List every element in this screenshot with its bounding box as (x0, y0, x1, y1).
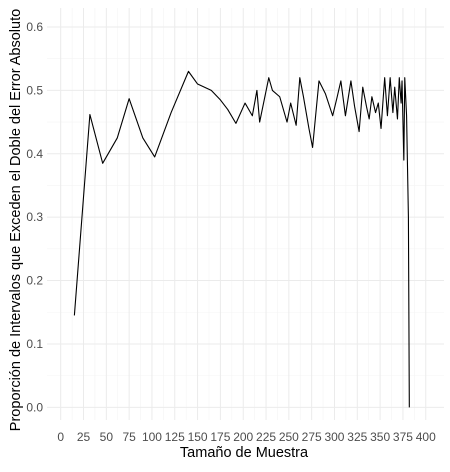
series-layer (73, 70, 410, 408)
x-tick-label: 275 (302, 430, 322, 444)
y-axis-ticks: 0.0 0.1 0.2 0.3 0.4 0.5 0.6 (26, 20, 43, 414)
series-line (73, 70, 410, 408)
grid (47, 8, 444, 420)
x-tick-label: 200 (233, 430, 253, 444)
x-tick-label: 100 (142, 430, 162, 444)
x-tick-label: 175 (210, 430, 230, 444)
y-tick-label: 0.6 (26, 20, 43, 34)
x-tick-label: 75 (122, 430, 136, 444)
x-tick-label: 150 (188, 430, 208, 444)
x-tick-label: 400 (416, 430, 436, 444)
y-tick-label: 0.5 (26, 83, 43, 97)
x-axis-title: Tamaño de Muestra (180, 445, 309, 461)
x-tick-label: 375 (393, 430, 413, 444)
x-tick-label: 0 (57, 430, 64, 444)
y-tick-label: 0.0 (26, 400, 43, 414)
x-tick-label: 50 (100, 430, 114, 444)
x-tick-label: 300 (324, 430, 344, 444)
y-axis-title: Proporción de Intervalos que Exceden el … (8, 9, 24, 431)
y-tick-label: 0.1 (26, 337, 43, 351)
y-tick-label: 0.4 (26, 147, 43, 161)
x-tick-label: 350 (370, 430, 390, 444)
x-tick-label: 325 (347, 430, 367, 444)
y-tick-label: 0.3 (26, 210, 43, 224)
x-tick-label: 225 (256, 430, 276, 444)
x-tick-label: 125 (165, 430, 185, 444)
x-axis-ticks: 0 25 50 75 100 125 150 175 200 225 250 275 300 325 350… (57, 430, 436, 444)
x-tick-label: 25 (77, 430, 91, 444)
y-tick-label: 0.2 (26, 274, 43, 288)
x-tick-label: 250 (279, 430, 299, 444)
